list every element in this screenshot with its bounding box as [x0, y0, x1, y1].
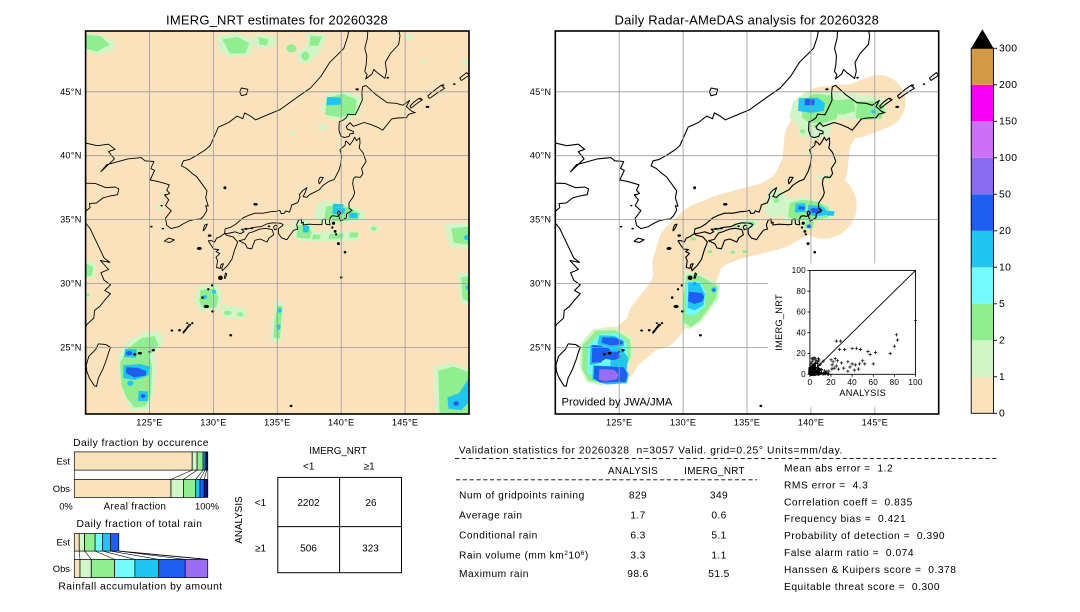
svg-text:ANALYSIS: ANALYSIS [608, 466, 658, 477]
svg-text:1.7: 1.7 [630, 510, 645, 521]
svg-text:IMERG_NRT: IMERG_NRT [309, 446, 367, 457]
svg-text:5.1: 5.1 [711, 530, 726, 541]
svg-text:Hanssen & Kuipers score = 0.3: Hanssen & Kuipers score = 0.378 [784, 565, 956, 576]
svg-text:506: 506 [300, 544, 317, 555]
svg-text:140°E: 140°E [328, 418, 354, 428]
svg-text:<1: <1 [255, 498, 267, 509]
svg-text:50: 50 [999, 190, 1011, 201]
svg-text:135°E: 135°E [264, 418, 290, 428]
svg-text:30°N: 30°N [60, 279, 82, 289]
svg-text:0: 0 [808, 378, 813, 387]
svg-text:IMERG_NRT: IMERG_NRT [684, 466, 745, 477]
svg-text:26: 26 [365, 498, 377, 509]
svg-text:150: 150 [999, 117, 1017, 128]
svg-text:Est: Est [56, 537, 70, 548]
svg-text:1: 1 [999, 372, 1005, 383]
svg-text:829: 829 [629, 491, 647, 502]
svg-text:40: 40 [796, 328, 806, 337]
svg-text:45°N: 45°N [60, 87, 82, 97]
svg-text:IMERG_NRT: IMERG_NRT [774, 294, 784, 351]
svg-text:Est: Est [56, 456, 70, 467]
svg-text:0: 0 [801, 370, 806, 379]
svg-text:2202: 2202 [297, 498, 320, 509]
svg-text:25°N: 25°N [60, 342, 82, 352]
svg-text:100: 100 [999, 153, 1017, 164]
svg-text:1.1: 1.1 [711, 550, 726, 561]
svg-text:60: 60 [796, 308, 806, 317]
svg-text:Daily fraction by occurence: Daily fraction by occurence [73, 438, 209, 449]
svg-text:10: 10 [999, 263, 1011, 274]
svg-text:145°E: 145°E [392, 418, 418, 428]
svg-text:Maximum rain: Maximum rain [459, 569, 529, 580]
svg-text:200: 200 [999, 80, 1017, 91]
svg-text:130°E: 130°E [670, 418, 696, 428]
svg-text:5: 5 [999, 299, 1005, 310]
svg-text:0.6: 0.6 [711, 510, 726, 521]
svg-text:False alarm ratio = 0.074: False alarm ratio = 0.074 [784, 548, 914, 559]
svg-text:80: 80 [890, 378, 900, 387]
svg-text:Daily fraction of total rain: Daily fraction of total rain [77, 519, 203, 530]
svg-text:130°E: 130°E [200, 418, 226, 428]
svg-text:3.3: 3.3 [630, 550, 645, 561]
svg-text:125°E: 125°E [606, 418, 632, 428]
svg-text:IMERG_NRT estimates for 202603: IMERG_NRT estimates for 20260328 [166, 13, 388, 28]
svg-text:Equitable threat score = 0.30: Equitable threat score = 0.300 [784, 582, 940, 593]
svg-text:Frequency bias = 0.421: Frequency bias = 0.421 [784, 514, 906, 525]
svg-text:20: 20 [826, 378, 836, 387]
svg-text:Average rain: Average rain [459, 510, 523, 521]
svg-text:20: 20 [796, 349, 806, 358]
svg-text:135°E: 135°E [734, 418, 760, 428]
svg-text:Validation statistics for 2026: Validation statistics for 20260328 n=305… [459, 445, 843, 456]
svg-text:ANALYSIS: ANALYSIS [839, 388, 886, 398]
svg-text:30°N: 30°N [530, 279, 552, 289]
svg-text:Obs: Obs [53, 563, 71, 574]
svg-text:40: 40 [847, 378, 857, 387]
svg-text:Conditional rain: Conditional rain [459, 530, 538, 541]
svg-text:60: 60 [869, 378, 879, 387]
svg-text:0%: 0% [59, 501, 73, 512]
svg-text:20: 20 [999, 226, 1011, 237]
svg-text:Provided by JWA/JMA: Provided by JWA/JMA [562, 397, 673, 409]
svg-text:300: 300 [999, 44, 1017, 55]
svg-text:Areal fraction: Areal fraction [104, 502, 167, 513]
svg-text:45°N: 45°N [530, 87, 552, 97]
svg-text:Rain volume (mm km2106): Rain volume (mm km2106) [459, 550, 589, 562]
svg-text:80: 80 [796, 287, 806, 296]
svg-text:40°N: 40°N [530, 151, 552, 161]
svg-text:35°N: 35°N [60, 215, 82, 225]
svg-text:349: 349 [710, 491, 728, 502]
svg-text:RMS error = 4.3: RMS error = 4.3 [784, 480, 868, 491]
svg-text:Mean abs error = 1.2: Mean abs error = 1.2 [784, 463, 893, 474]
svg-text:25°N: 25°N [530, 342, 552, 352]
svg-text:Daily Radar-AMeDAS analysis fo: Daily Radar-AMeDAS analysis for 20260328 [615, 13, 880, 28]
svg-text:40°N: 40°N [60, 151, 82, 161]
svg-text:≥1: ≥1 [364, 462, 375, 473]
svg-text:140°E: 140°E [798, 418, 824, 428]
svg-text:125°E: 125°E [136, 418, 162, 428]
svg-text:35°N: 35°N [530, 215, 552, 225]
svg-text:Obs: Obs [53, 483, 71, 494]
svg-text:6.3: 6.3 [630, 530, 645, 541]
svg-text:51.5: 51.5 [708, 569, 729, 580]
svg-text:≥1: ≥1 [255, 544, 266, 555]
svg-text:100: 100 [908, 378, 923, 387]
svg-text:145°E: 145°E [862, 418, 888, 428]
svg-text:98.6: 98.6 [627, 569, 648, 580]
svg-text:<1: <1 [303, 462, 315, 473]
svg-text:100: 100 [792, 266, 807, 275]
svg-text:0: 0 [999, 409, 1005, 420]
svg-text:323: 323 [362, 544, 379, 555]
svg-text:2: 2 [999, 336, 1005, 347]
svg-text:Rainfall accumulation by amoun: Rainfall accumulation by amount [58, 582, 222, 593]
svg-text:Correlation coeff = 0.835: Correlation coeff = 0.835 [784, 497, 913, 508]
svg-text:Num of gridpoints raining: Num of gridpoints raining [459, 491, 585, 502]
svg-text:100%: 100% [195, 501, 219, 512]
svg-text:ANALYSIS: ANALYSIS [234, 496, 245, 544]
svg-text:Probability of detection = 0.: Probability of detection = 0.390 [784, 531, 945, 542]
